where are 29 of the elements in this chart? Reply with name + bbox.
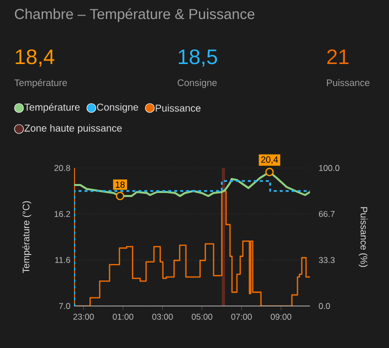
y2-tick-label: 66.7	[318, 210, 335, 217]
y-tick-label: 20.8	[54, 165, 70, 171]
text: Température	[14, 79, 67, 88]
legend-label: Consigne	[97, 103, 138, 113]
y-tick-label: 11.6	[55, 257, 70, 263]
annotation: 20,4	[261, 156, 278, 164]
x-tick-label: 03:00	[152, 314, 173, 320]
legend-label: Puissance	[156, 104, 201, 112]
x-tick-label: 23:00	[73, 314, 94, 320]
y-tick-label: 7.0	[59, 303, 70, 309]
legend-label: Zone haute puissance	[24, 124, 122, 134]
y2-axis-title: Puissance (%)	[358, 207, 368, 267]
text: 21	[327, 49, 348, 64]
annotation: 18	[116, 181, 125, 188]
y2-tick-label: 33.3	[318, 257, 335, 264]
y2-tick-label: 0.0	[318, 303, 330, 309]
y2-tick-label: 100.0	[319, 165, 340, 171]
x-tick-label: 05:00	[192, 314, 212, 320]
y-tick-label: 16.2	[54, 211, 70, 217]
text: Consigne	[178, 79, 217, 88]
chart-title: Chambre – Température & Puissance	[14, 8, 254, 22]
text: Puissance	[326, 79, 370, 86]
x-tick-label: 09:00	[270, 314, 292, 320]
text: 18,4	[16, 49, 54, 67]
legend-label: Température	[24, 103, 80, 113]
x-tick-label: 01:00	[112, 314, 134, 320]
x-tick-label: 07:00	[231, 314, 252, 320]
y-axis-title: Température (°C)	[22, 201, 32, 274]
text: 18,5	[178, 49, 218, 67]
